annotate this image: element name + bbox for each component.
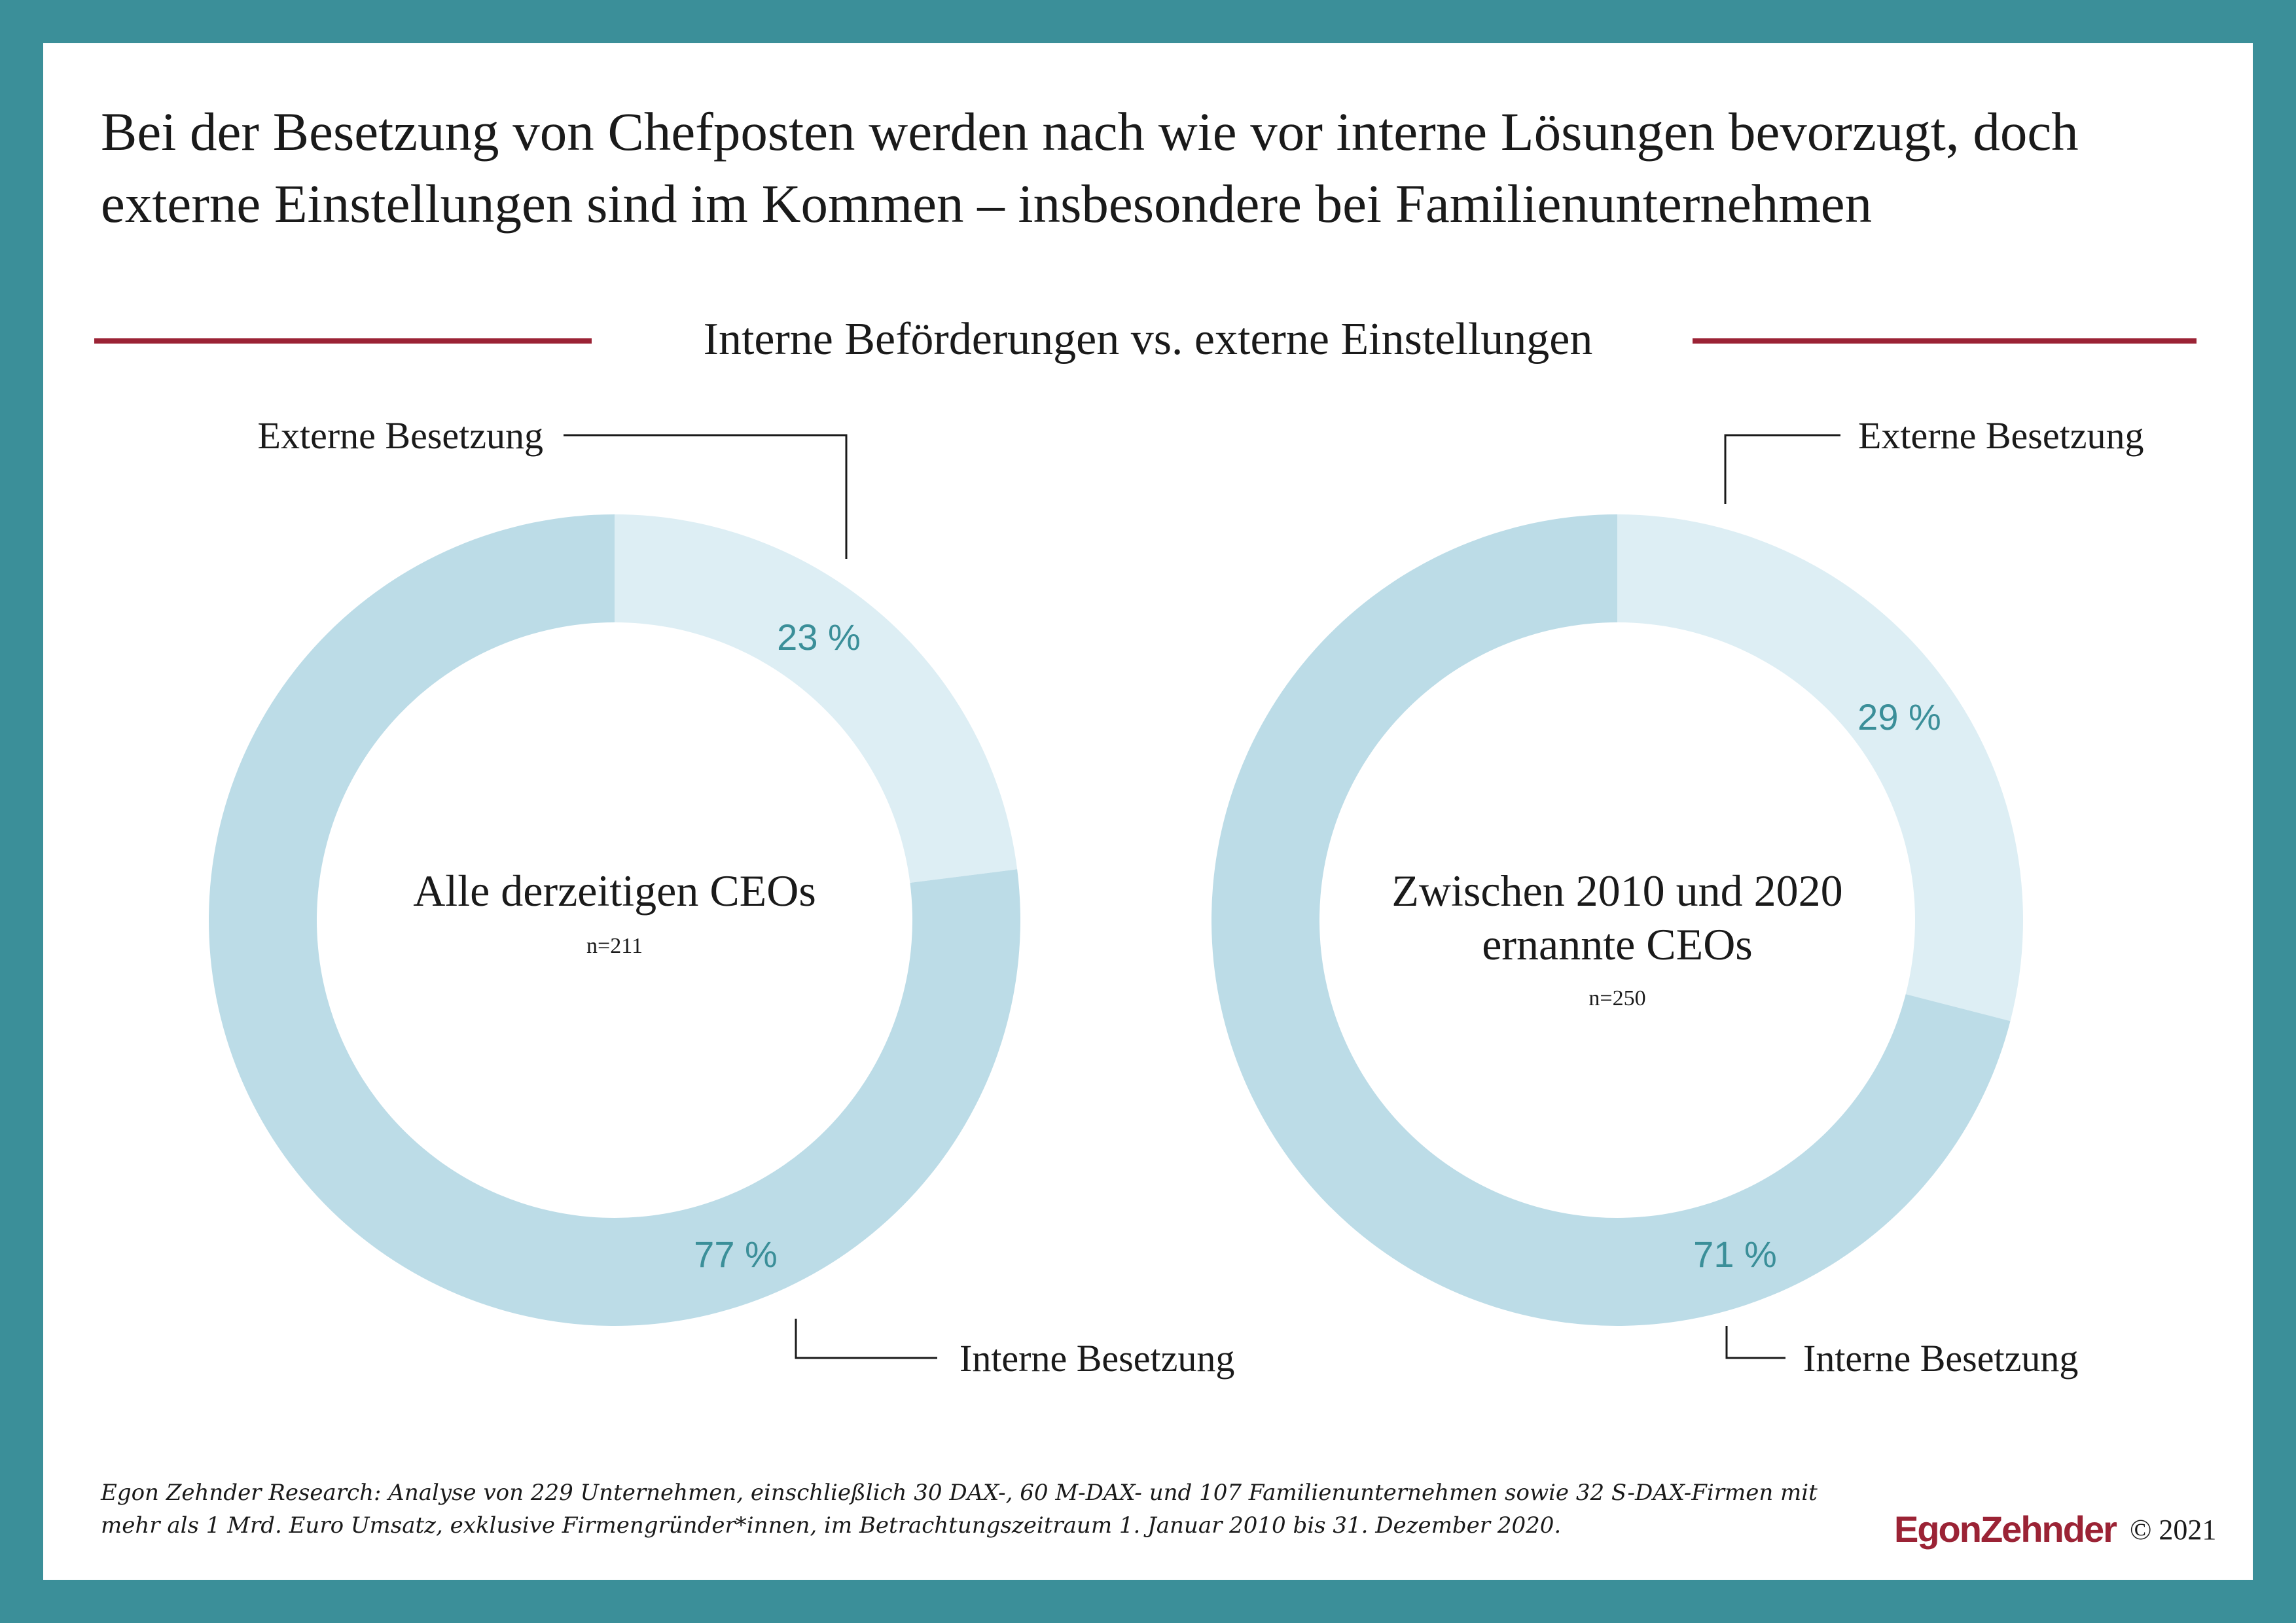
donut-1-external-label: Externe Besetzung <box>258 414 543 457</box>
donut-chart-2: 29 % 71 % Zwischen 2010 und 2020 ernannt… <box>1211 414 2144 1380</box>
donut-2-center-title-line-1: Zwischen 2010 und 2020 <box>1391 866 1842 916</box>
chart-subtitle-text: Interne Beförderungen vs. externe Einste… <box>703 314 1593 365</box>
donut-2-internal-percent: 71 % <box>1693 1234 1777 1275</box>
page-title: Bei der Besetzung von Chefposten werden … <box>101 101 2079 234</box>
donut-2-sample-size: n=250 <box>1588 986 1645 1010</box>
infographic-card: Bei der Besetzung von Chefposten werden … <box>43 43 2253 1580</box>
donut-2-external-percent: 29 % <box>1857 696 1941 738</box>
donut-1-internal-leader-line <box>795 1319 937 1359</box>
donut-2-internal-leader-line <box>1725 1326 1785 1359</box>
donut-2-center-title-line-2: ernannte CEOs <box>1482 919 1753 969</box>
donut-chart-1: 23 % 77 % Alle derzeitigen CEOs n=211 Ex… <box>209 414 1234 1380</box>
donut-2-internal-label: Interne Besetzung <box>1803 1337 2078 1380</box>
subtitle-rule-left <box>94 338 592 344</box>
subtitle-rule-right <box>1693 338 2197 344</box>
source-footnote: Egon Zehnder Research: Analyse von 229 U… <box>101 1480 1818 1539</box>
donut-1-sample-size: n=211 <box>586 934 643 958</box>
donut-1-center-title: Alle derzeitigen CEOs <box>413 866 816 916</box>
donut-1-internal-percent: 77 % <box>694 1234 778 1275</box>
copyright-text: © 2021 <box>2130 1514 2217 1546</box>
donut-2-slice-external <box>1617 514 2023 1022</box>
chart-subtitle: Interne Beförderungen vs. externe Einste… <box>43 310 2253 369</box>
donut-1-external-percent: 23 % <box>777 616 861 658</box>
egon-zehnder-logo: EgonZehnder <box>1894 1508 2117 1550</box>
donut-2-external-leader-line <box>1724 434 1840 504</box>
donut-1-external-leader-line <box>564 434 848 559</box>
donut-1-internal-label: Interne Besetzung <box>960 1337 1234 1380</box>
donut-1-slice-external <box>615 514 1018 883</box>
donut-2-external-label: Externe Besetzung <box>1858 414 2144 457</box>
donut-charts: 23 % 77 % Alle derzeitigen CEOs n=211 Ex… <box>209 414 2144 1380</box>
